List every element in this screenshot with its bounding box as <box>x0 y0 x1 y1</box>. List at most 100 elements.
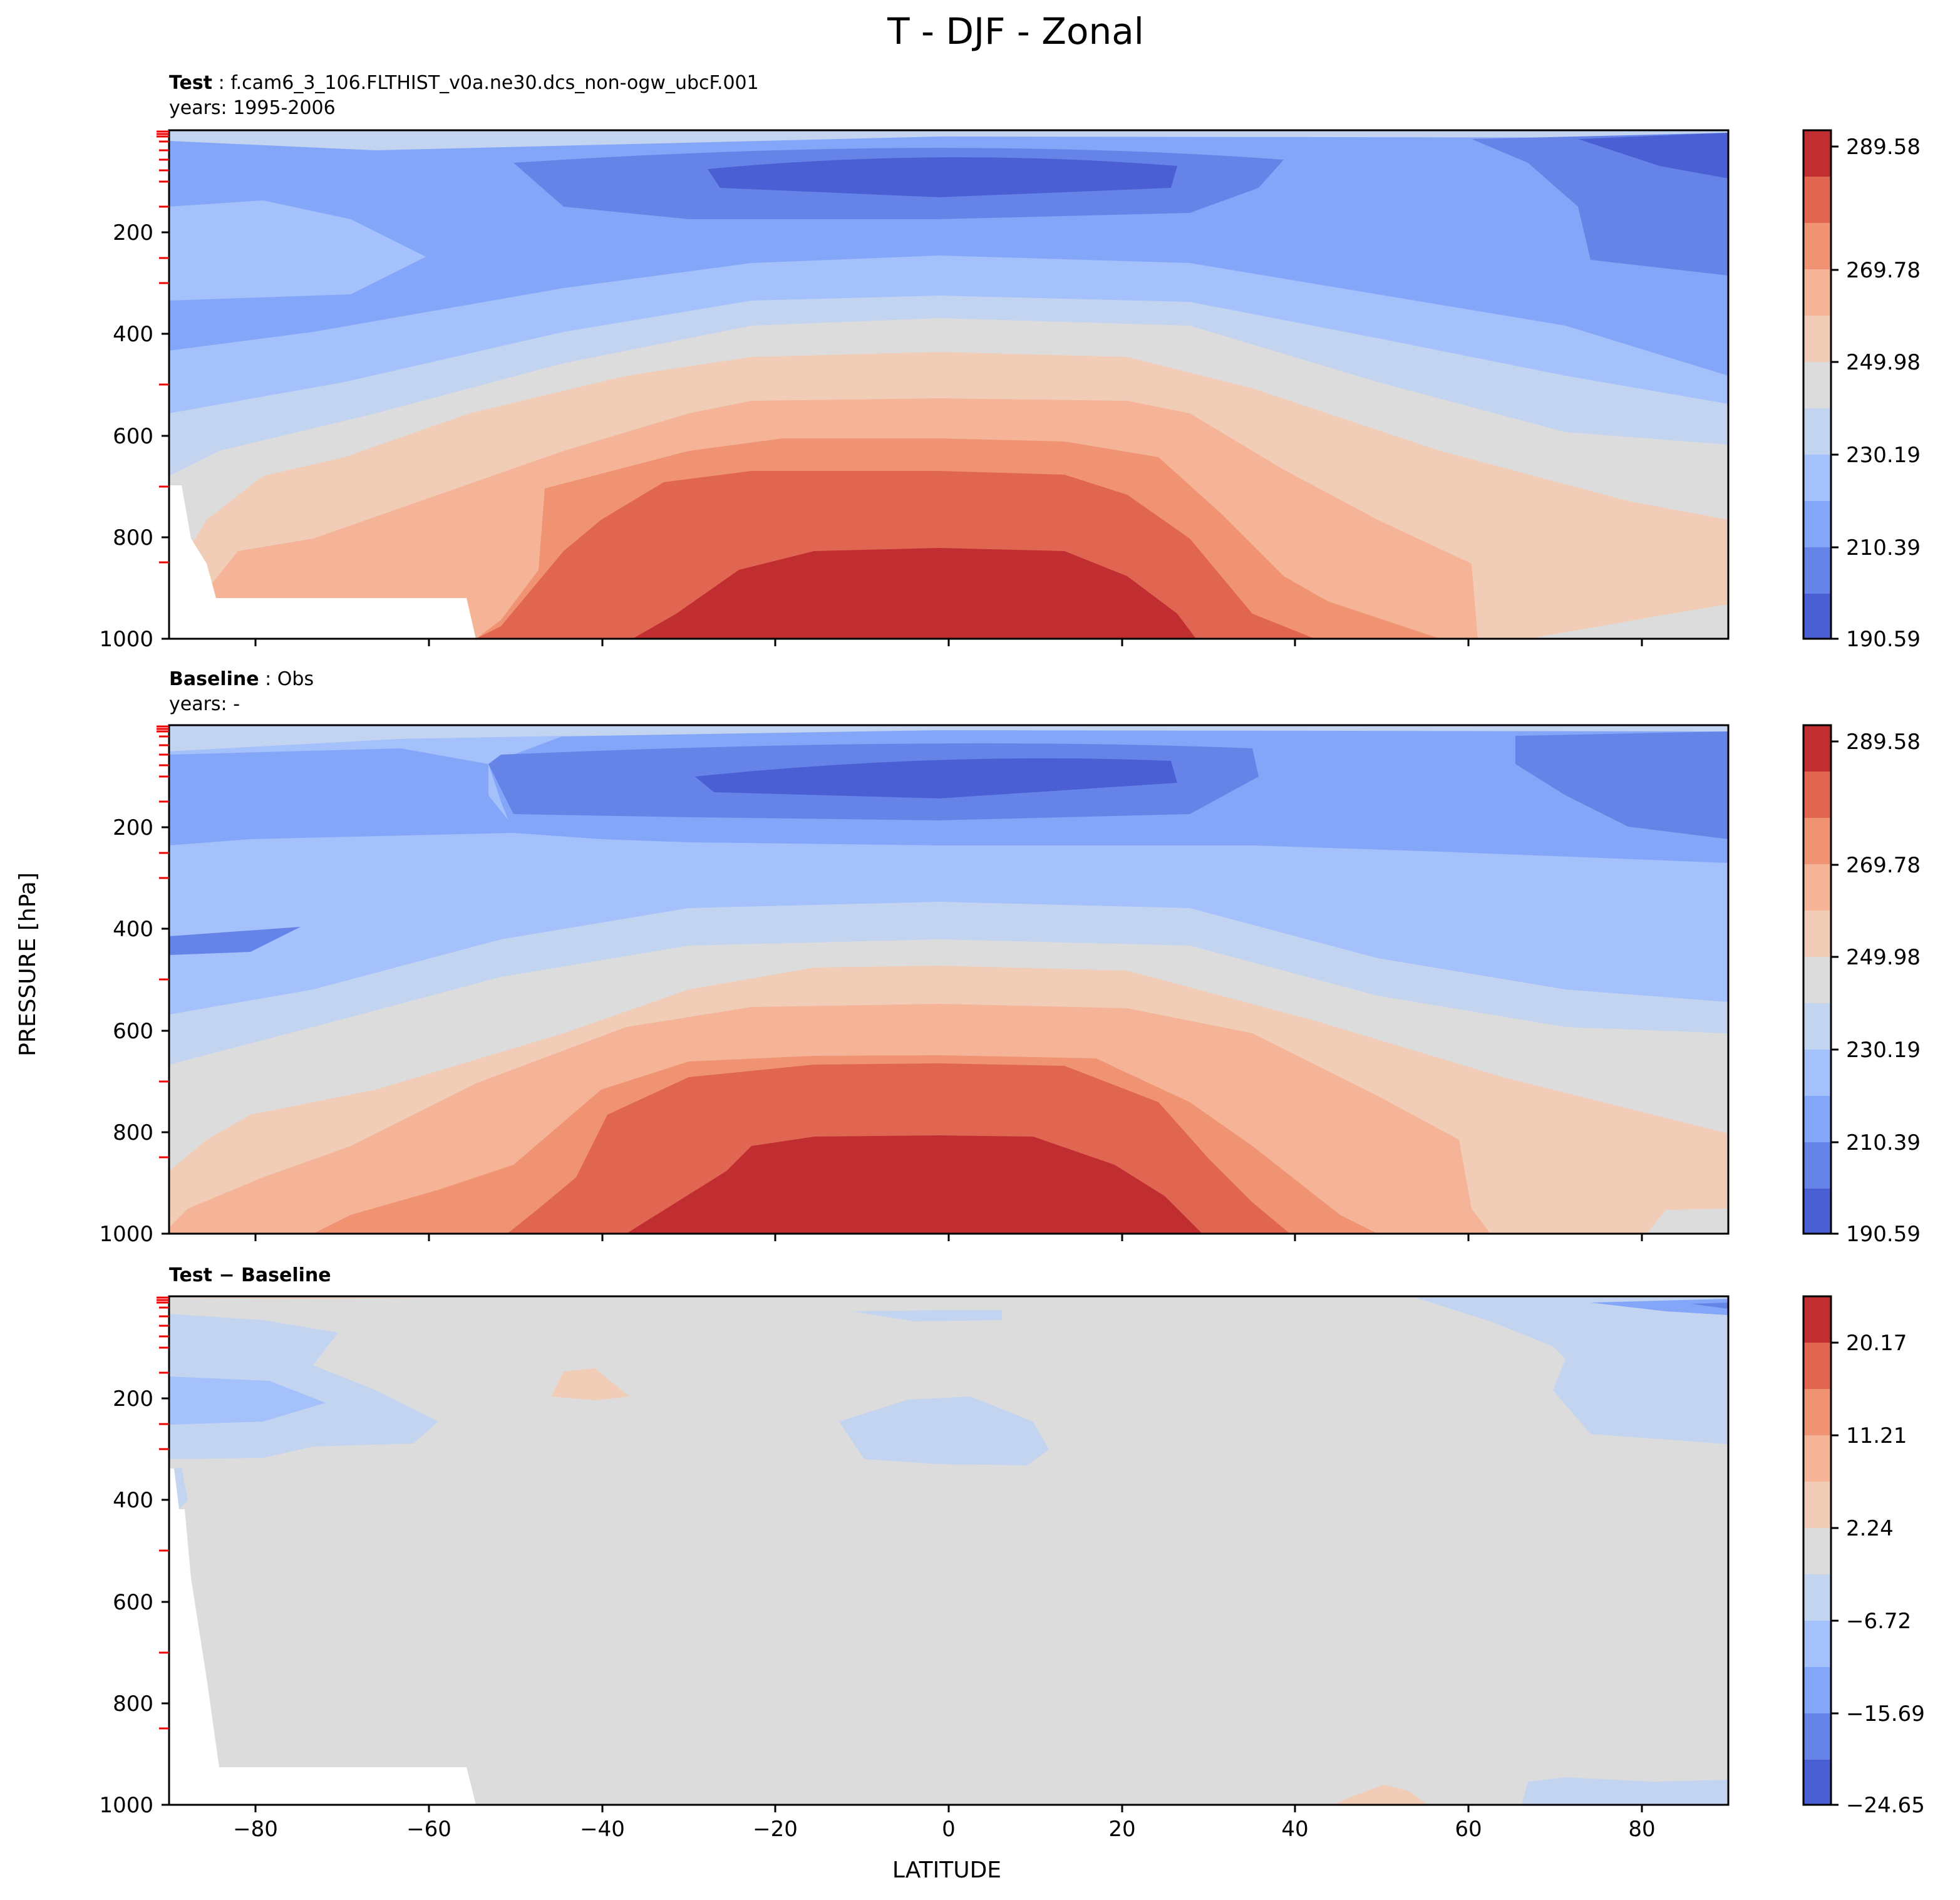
colorbar-segment <box>1803 1296 1831 1343</box>
contour-band <box>852 1310 1002 1321</box>
y-tick-label: 600 <box>113 1019 153 1044</box>
colorbar-segment <box>1803 408 1831 455</box>
colorbar-segment <box>1803 911 1831 957</box>
panel-baseline-yticks: 200 400 600 800 1000 <box>99 815 169 1247</box>
colorbar-frame <box>1802 129 1832 640</box>
panel-baseline-label: Baseline <box>169 668 259 690</box>
panel-baseline: Baseline : Obs years: - <box>99 668 1730 1247</box>
colorbar-segment <box>1803 455 1831 501</box>
contour-band <box>169 1314 438 1459</box>
colorbar-ticks: 289.58 269.78 249.98 230.19 210.39 190.5… <box>1831 730 1921 1247</box>
panel-test-header: Test : f.cam6_3_106.FLTHIST_v0a.ne30.dcs… <box>169 72 759 94</box>
colorbar-tick-label: 230.19 <box>1846 443 1921 468</box>
panel-diff-contours <box>169 1296 1728 1805</box>
x-tick-label: 20 <box>1108 1817 1135 1842</box>
y-tick-label: 800 <box>113 525 153 550</box>
colorbar-frame <box>1802 1295 1832 1806</box>
y-axis-label: PRESSURE [hPa] <box>15 872 41 1056</box>
colorbar-tick-label: −24.65 <box>1846 1793 1925 1818</box>
panel-baseline-case: Obs <box>277 668 314 690</box>
colorbar-tick-label: 249.98 <box>1846 350 1921 375</box>
colorbar-segment <box>1803 177 1831 223</box>
colorbar-tick-label: 11.21 <box>1846 1423 1907 1448</box>
colorbar-segment <box>1803 1189 1831 1234</box>
colorbar-tick-label: 190.59 <box>1846 627 1921 652</box>
missing-data-mask <box>169 485 476 639</box>
x-tick-label: −60 <box>406 1817 451 1842</box>
colorbar-segment <box>1803 130 1831 177</box>
panel-baseline-model-levels <box>157 725 169 1159</box>
panel-baseline-header: Baseline : Obs <box>169 668 314 690</box>
x-tick-label: −20 <box>753 1817 798 1842</box>
contour-band <box>169 927 301 955</box>
colorbar-tick-label: 269.78 <box>1846 853 1921 878</box>
y-tick-label: 1000 <box>99 627 153 652</box>
colorbar-diff: 20.17 11.21 2.24 −6.72 −15.69 −24.65 <box>1802 1295 1925 1818</box>
colorbar-segment <box>1803 1435 1831 1482</box>
contour-band <box>1334 1785 1428 1805</box>
contour-band <box>695 758 1177 798</box>
colorbar-tick-label: 210.39 <box>1846 1130 1921 1155</box>
contour-band <box>169 130 1728 150</box>
colorbar-ticks: 289.58 269.78 249.98 230.19 210.39 190.5… <box>1831 135 1921 652</box>
figure-title: T - DJF - Zonal <box>887 10 1144 53</box>
panel-test-yticks: 200 400 600 800 1000 <box>99 220 169 652</box>
colorbar-tick-label: 289.58 <box>1846 135 1921 160</box>
colorbar-segment <box>1803 1050 1831 1096</box>
panel-diff-yticks: 200 400 600 800 1000 <box>99 1386 169 1818</box>
colorbar-tick-label: 289.58 <box>1846 730 1921 755</box>
contour-band <box>169 836 1728 927</box>
colorbar-segment <box>1803 1343 1831 1389</box>
y-tick-label: 800 <box>113 1691 153 1717</box>
colorbar-tick-label: 190.59 <box>1846 1222 1921 1247</box>
y-tick-label: 200 <box>113 1386 153 1412</box>
colorbar-tick-label: 2.24 <box>1846 1516 1894 1541</box>
y-tick-label: 800 <box>113 1120 153 1145</box>
colorbar-segment <box>1803 547 1831 594</box>
contour-band <box>1591 1299 1728 1315</box>
colorbar-segment <box>1803 1482 1831 1528</box>
panel-test-label: Test <box>169 72 212 94</box>
colorbar-tick-label: 249.98 <box>1846 945 1921 970</box>
contour-band <box>1691 1303 1728 1309</box>
colorbar-frame <box>1802 724 1832 1235</box>
colorbar-segment <box>1803 1096 1831 1142</box>
contour-band <box>169 200 426 301</box>
colorbar-segment <box>1803 864 1831 911</box>
contour-band <box>1522 1777 1728 1805</box>
contour-band <box>1415 1298 1728 1444</box>
colorbar-tick-label: 210.39 <box>1846 535 1921 560</box>
colorbar-tick-label: 230.19 <box>1846 1038 1921 1063</box>
colorbar-segment <box>1803 1142 1831 1189</box>
missing-data-mask <box>169 1469 476 1805</box>
x-axis-label: LATITUDE <box>892 1857 1001 1883</box>
panel-test-years: years: 1995-2006 <box>169 97 336 119</box>
y-tick-label: 400 <box>113 917 153 942</box>
panel-diff-label: Test − Baseline <box>169 1264 331 1286</box>
contour-band <box>1472 133 1728 276</box>
panel-test: Test : f.cam6_3_106.FLTHIST_v0a.ne30.dcs… <box>99 72 1730 652</box>
contour-band <box>169 1376 326 1425</box>
colorbar-tick-label: −6.72 <box>1846 1609 1911 1634</box>
panel-test-xticks <box>254 639 1643 646</box>
colorbar-tick-label: 269.78 <box>1846 258 1921 283</box>
colorbar-segment <box>1803 818 1831 864</box>
colorbar-segment <box>1803 316 1831 362</box>
contour-band <box>1578 133 1728 178</box>
colorbar-segment <box>1803 1760 1831 1805</box>
contour-band <box>169 1298 438 1299</box>
colorbar-test: 289.58 269.78 249.98 230.19 210.39 190.5… <box>1802 129 1921 652</box>
colorbar-segment <box>1803 1003 1831 1050</box>
colorbar-tick-label: 20.17 <box>1846 1331 1907 1356</box>
contour-band <box>839 1397 1049 1465</box>
colorbar-segment <box>1803 1574 1831 1621</box>
colorbar-baseline: 289.58 269.78 249.98 230.19 210.39 190.5… <box>1802 724 1921 1247</box>
panel-diff-xticks: −80 −60 −40 −20 0 20 40 60 80 <box>233 1805 1656 1842</box>
contour-band <box>626 1135 1202 1234</box>
panel-baseline-xticks <box>254 1234 1643 1241</box>
colorbar-segment <box>1803 501 1831 547</box>
contour-band <box>1515 731 1728 839</box>
colorbar-segment <box>1803 362 1831 408</box>
colorbar-segment <box>1803 1528 1831 1574</box>
